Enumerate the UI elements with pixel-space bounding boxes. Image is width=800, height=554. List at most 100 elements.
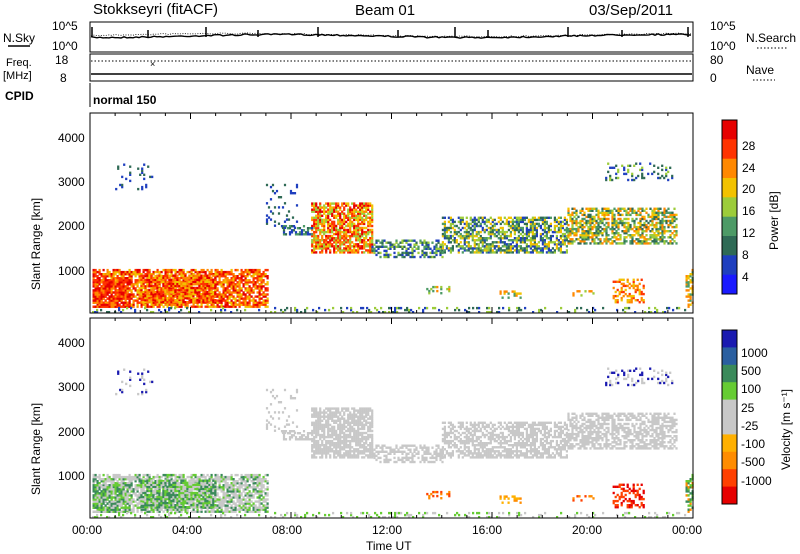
power-cell <box>387 241 390 244</box>
freq-label-line1: Freq. <box>6 57 32 69</box>
power-cell <box>140 297 143 300</box>
power-cell <box>200 280 203 283</box>
power-cell <box>130 291 133 294</box>
power-cell <box>499 241 502 244</box>
power-cell <box>347 218 350 222</box>
power-cell <box>359 222 362 226</box>
power-cell <box>665 219 668 223</box>
power-cell <box>445 245 448 248</box>
power-cell <box>240 295 243 298</box>
power-cell <box>541 237 544 240</box>
power-cell <box>363 241 366 244</box>
power-cell <box>182 268 185 272</box>
power-cell <box>599 221 602 225</box>
power-cell <box>194 280 197 283</box>
power-cell <box>154 270 157 274</box>
power-cell <box>347 249 350 252</box>
power-cell <box>122 305 125 308</box>
power-cell <box>224 270 227 274</box>
power-cell <box>186 278 189 281</box>
power-cell <box>266 275 269 278</box>
power-cell <box>545 234 548 238</box>
power-cell <box>571 230 574 233</box>
power-cell <box>656 311 659 314</box>
power-cell <box>140 280 143 283</box>
power-cell <box>236 293 239 296</box>
velocity-cell <box>112 475 115 479</box>
power-cell <box>128 305 131 308</box>
power-cell <box>640 292 643 296</box>
power-cell <box>104 303 107 306</box>
power-cell <box>641 215 644 219</box>
power-cell <box>190 279 193 282</box>
power-cell <box>567 242 570 245</box>
power-cell <box>232 305 235 308</box>
power-cell <box>208 282 211 286</box>
power-cell <box>104 305 107 308</box>
power-cell <box>138 293 141 296</box>
power-cell <box>371 216 374 219</box>
power-cell <box>369 212 372 215</box>
power-cell <box>102 297 105 300</box>
power-cell <box>469 245 472 248</box>
power-cell <box>549 234 552 238</box>
power-cell <box>134 308 137 312</box>
power-cell <box>517 237 520 240</box>
power-cell <box>597 227 600 231</box>
power-cell <box>315 222 318 226</box>
power-cell <box>120 305 123 308</box>
power-cell <box>607 213 610 217</box>
power-cell <box>124 295 127 298</box>
power-cell <box>343 243 346 246</box>
power-cell <box>628 294 631 298</box>
power-cell <box>639 213 642 217</box>
power-cell <box>331 220 334 224</box>
velocity-cell <box>140 508 143 511</box>
power-cell <box>148 274 151 277</box>
power-cell <box>624 292 627 296</box>
power-cell <box>513 237 516 240</box>
power-cell <box>350 308 353 312</box>
velocity-cell <box>106 473 109 477</box>
power-cell <box>214 284 217 288</box>
power-cell <box>567 227 570 231</box>
power-cell <box>202 301 205 304</box>
power-cell <box>547 245 550 248</box>
velocity-cell <box>136 508 139 511</box>
power-cell <box>653 240 656 243</box>
power-cell <box>663 211 666 214</box>
power-cell <box>120 295 123 298</box>
power-cell <box>104 301 107 304</box>
power-cell <box>140 286 143 290</box>
power-cell <box>234 277 237 280</box>
power-cell <box>226 273 229 276</box>
power-cell <box>178 311 181 314</box>
power-cell <box>281 226 285 229</box>
power-cell <box>446 287 449 291</box>
power-cell <box>623 242 626 245</box>
power-cell <box>618 280 621 283</box>
power-cell <box>519 245 522 248</box>
power-cell <box>294 306 297 310</box>
power-cbar-tick-28: 28 <box>742 139 756 153</box>
velocity-cell <box>92 480 95 483</box>
power-cell <box>361 216 364 219</box>
power-cell <box>236 295 239 298</box>
power-cell <box>437 247 440 250</box>
power-cell <box>265 218 269 221</box>
power-cell <box>638 292 641 296</box>
power-cell <box>479 247 482 250</box>
power-cell <box>216 289 219 292</box>
power-cell <box>645 207 648 210</box>
power-cell <box>593 207 596 210</box>
power-cell <box>453 239 456 242</box>
power-cell <box>601 234 604 237</box>
power-cell <box>427 245 430 248</box>
power-cell <box>571 219 574 223</box>
power-cell <box>531 234 534 238</box>
power-cell <box>613 207 616 210</box>
power-cell <box>624 284 627 288</box>
power-cell <box>371 234 374 238</box>
power-cell <box>240 301 243 304</box>
power-cell <box>659 211 662 214</box>
